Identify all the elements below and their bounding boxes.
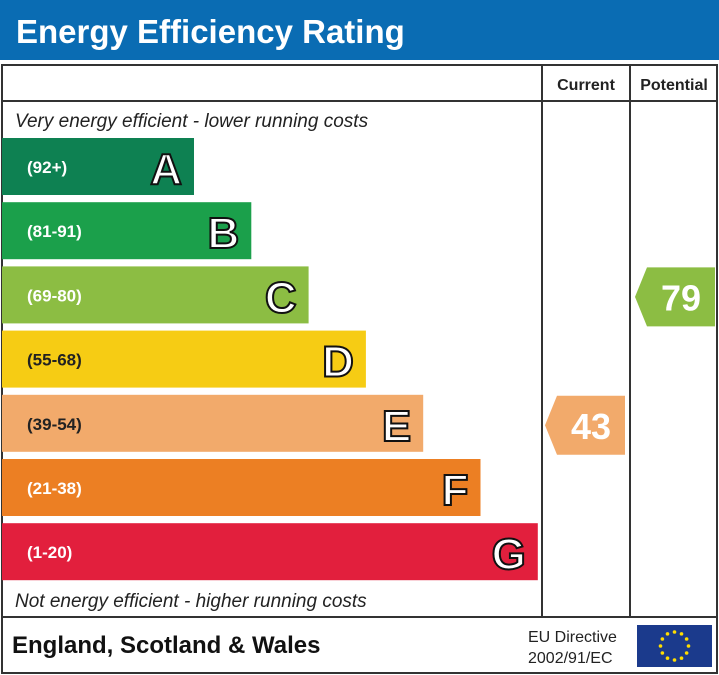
range-label-F: (21-38) [27, 479, 82, 498]
band-letter-A: A [150, 145, 182, 194]
bar-F [2, 459, 481, 516]
chart-title: Energy Efficiency Rating [16, 13, 405, 50]
bottom-note: Not energy efficient - higher running co… [15, 591, 367, 612]
bar-G [2, 523, 538, 581]
range-label-G: (1-20) [27, 543, 72, 562]
bar-A [2, 138, 194, 195]
band-letter-E: E [382, 402, 411, 451]
star-icon [672, 630, 677, 634]
range-label-D: (55-68) [27, 351, 82, 370]
rating-bars: (92+) A (81-91) B (69-80) C (55-68) D (39-54) E (2… [2, 138, 538, 581]
star-icon [672, 658, 677, 662]
rating-arrows: 43 79 [545, 267, 715, 455]
star-icon [686, 644, 691, 648]
band-letter-G: G [492, 530, 526, 579]
star-icon [660, 637, 665, 641]
star-icon [679, 632, 684, 636]
star-icon [684, 637, 689, 641]
band-letter-F: F [442, 466, 469, 515]
potential-rating-arrow [635, 267, 715, 327]
current-column-header: Current [557, 77, 615, 94]
band-letter-B: B [208, 209, 240, 258]
top-note: Very energy efficient - lower running co… [15, 111, 369, 132]
band-letter-D: D [322, 338, 354, 387]
star-icon [679, 656, 684, 660]
star-icon [660, 651, 665, 655]
star-icon [658, 644, 663, 648]
region-label: England, Scotland & Wales [12, 632, 320, 659]
current-rating-arrow [545, 395, 625, 455]
title-bar [0, 0, 719, 60]
star-icon [684, 651, 689, 655]
bar-E [2, 394, 424, 452]
bar-B [2, 202, 252, 260]
potential-rating-value: 79 [661, 277, 701, 318]
range-label-A: (92+) [27, 158, 67, 177]
range-label-B: (81-91) [27, 222, 82, 241]
band-letter-C: C [265, 273, 297, 322]
range-label-E: (39-54) [27, 415, 82, 434]
directive-line1: EU Directive [528, 629, 617, 646]
range-label-C: (69-80) [27, 286, 82, 305]
bar-C [2, 266, 309, 324]
star-icon [665, 656, 670, 660]
bar-D [2, 330, 366, 388]
directive-line2: 2002/91/EC [528, 650, 613, 667]
eu-flag-icon [637, 625, 712, 667]
current-rating-value: 43 [571, 406, 611, 447]
star-icon [665, 632, 670, 636]
potential-column-header: Potential [640, 77, 708, 94]
